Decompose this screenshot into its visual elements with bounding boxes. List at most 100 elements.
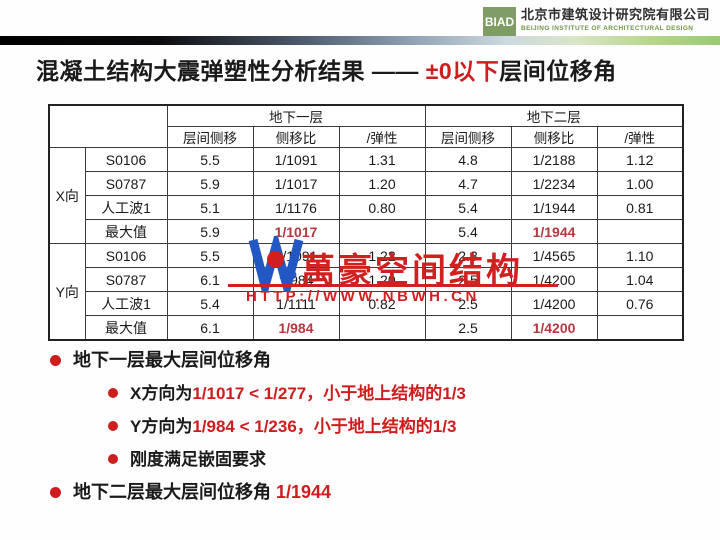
table-row: 人工波1 5.1 1/1176 0.80 5.4 1/1944 0.81 <box>49 195 684 220</box>
table-sub-header-row: 层间侧移 侧移比 /弹性 层间侧移 侧移比 /弹性 <box>49 126 684 148</box>
sub-header: 层间侧移 <box>424 126 512 148</box>
value-cell: 2.5 <box>424 267 512 292</box>
wave-label-cell: 最大值 <box>84 315 168 341</box>
direction-cell: X向 <box>48 147 86 244</box>
value-cell: 1/1176 <box>252 195 340 220</box>
wave-label-cell: S0787 <box>84 171 168 196</box>
table-row: 人工波1 5.4 1/1111 0.82 2.5 1/4200 0.76 <box>49 291 684 316</box>
bullet-list: 地下一层最大层间位移角 X方向为1/1017 < 1/277，小于地上结构的1/3… <box>50 350 700 515</box>
group-header-basement2: 地下二层 <box>424 104 684 127</box>
bullet-text: 地下一层最大层间位移角 <box>73 350 271 370</box>
table-row: Y向 S0106 5.5 1/1091 1.22 2.3 1/4565 1.10 <box>48 243 684 341</box>
sub-header: 侧移比 <box>252 126 340 148</box>
value-cell: 5.5 <box>166 243 254 268</box>
bullet-dot-icon <box>50 487 61 498</box>
bullet-text: 地下二层最大层间位移角 1/1944 <box>73 482 332 502</box>
value-cell <box>338 219 426 244</box>
bullet-text: 刚度满足嵌固要求 <box>130 450 266 469</box>
value-cell: 1/1944 <box>510 195 598 220</box>
biad-logo: BIAD <box>482 7 516 36</box>
value-cell: 1/2234 <box>510 171 598 196</box>
table-group-header-row: 地下一层 地下二层 <box>48 104 684 148</box>
value-cell: 1/984 <box>252 315 340 341</box>
sub-header: 层间侧移 <box>166 126 254 148</box>
bullet-item: Y方向为1/984 < 1/236，小于地上结构的1/3 <box>108 416 700 437</box>
value-cell: 5.4 <box>424 219 512 244</box>
value-cell: 1.04 <box>596 267 684 292</box>
bullet-text: Y方向为1/984 < 1/236，小于地上结构的1/3 <box>130 417 457 436</box>
value-cell: 1.31 <box>338 147 426 172</box>
value-cell: 1/4200 <box>510 267 598 292</box>
value-cell: 1/1944 <box>510 219 598 244</box>
bullet-dot-icon <box>108 388 118 398</box>
value-cell: 0.76 <box>596 291 684 316</box>
value-cell: 1.20 <box>338 267 426 292</box>
wave-label-cell: 人工波1 <box>84 195 168 220</box>
bullet-dot-icon <box>108 454 118 464</box>
value-cell: 1/1111 <box>252 291 340 316</box>
value-cell: 1/4200 <box>510 291 598 316</box>
value-cell: 5.1 <box>166 195 254 220</box>
value-cell: 5.9 <box>166 219 254 244</box>
bullet-text: X方向为1/1017 < 1/277，小于地上结构的1/3 <box>130 384 466 403</box>
value-cell: 1/4565 <box>510 243 598 268</box>
table-row: X向 S0106 5.5 1/1091 1.31 4.8 1/2188 1.12 <box>48 147 684 244</box>
table-blank-corner <box>48 104 168 148</box>
bullet-item: 地下二层最大层间位移角 1/1944 <box>50 482 700 503</box>
analysis-results-table: 地下一层 地下二层 层间侧移 侧移比 /弹性 层间侧移 侧移比 /弹性 X向 S0… <box>48 104 685 341</box>
title-segment: 混凝土结构大震弹塑性分析结果 —— <box>36 58 426 84</box>
bullet-dot-icon <box>50 355 61 366</box>
company-name-en: BEIJING INSTITUTE OF ARCHITECTURAL DESIG… <box>520 25 694 32</box>
wave-label-cell: 人工波1 <box>84 291 168 316</box>
value-cell: 1/984 <box>252 267 340 292</box>
value-cell: 2.5 <box>424 291 512 316</box>
title-segment: 层间位移角 <box>499 58 617 84</box>
value-cell: 1/4200 <box>510 315 598 341</box>
value-cell: 2.5 <box>424 315 512 341</box>
group-header-basement1: 地下一层 <box>166 104 426 127</box>
bullet-item: 地下一层最大层间位移角 <box>50 350 700 371</box>
value-cell: 4.8 <box>424 147 512 172</box>
analysis-table-body: X向 S0106 5.5 1/1091 1.31 4.8 1/2188 1.12 S0787 5.… <box>48 147 684 341</box>
value-cell: 6.1 <box>166 267 254 292</box>
divider-gradient-bar <box>0 36 720 45</box>
bullet-dot-icon <box>108 421 118 431</box>
value-cell: 5.5 <box>166 147 254 172</box>
table-row: S0787 6.1 1/984 1.20 2.5 1/4200 1.04 <box>49 267 684 292</box>
value-cell: 0.80 <box>338 195 426 220</box>
value-cell: 1.22 <box>338 243 426 268</box>
bullet-item: X方向为1/1017 < 1/277，小于地上结构的1/3 <box>108 383 700 404</box>
value-cell: 1/2188 <box>510 147 598 172</box>
value-cell <box>596 315 684 341</box>
wave-label-cell: S0106 <box>84 243 168 268</box>
value-cell: 1.10 <box>596 243 684 268</box>
value-cell: 5.4 <box>424 195 512 220</box>
value-cell <box>596 219 684 244</box>
title-segment-red: ±0以下 <box>425 58 500 84</box>
value-cell: 1.20 <box>338 171 426 196</box>
company-name-cn: 北京市建筑设计研究院有限公司 <box>520 7 710 22</box>
value-cell: 4.7 <box>424 171 512 196</box>
company-name-block: 北京市建筑设计研究院有限公司 BEIJING INSTITUTE OF ARCH… <box>521 7 710 32</box>
table-row: 最大值 6.1 1/984 2.5 1/4200 <box>49 315 684 341</box>
wave-label-cell: S0787 <box>84 267 168 292</box>
value-cell: 2.3 <box>424 243 512 268</box>
slide-title: 混凝土结构大震弹塑性分析结果 —— ±0以下层间位移角 <box>36 52 617 86</box>
value-cell: 1.00 <box>596 171 684 196</box>
bullet-item: 刚度满足嵌固要求 <box>108 449 700 470</box>
value-cell: 1/1091 <box>252 147 340 172</box>
table-row: S0787 5.9 1/1017 1.20 4.7 1/2234 1.00 <box>49 171 684 196</box>
sub-header: 侧移比 <box>510 126 598 148</box>
sub-header: /弹性 <box>338 126 426 148</box>
sub-header: /弹性 <box>596 126 684 148</box>
table-row: 最大值 5.9 1/1017 5.4 1/1944 <box>49 219 684 244</box>
value-cell: 6.1 <box>166 315 254 341</box>
value-cell: 1/1017 <box>252 171 340 196</box>
wave-label-cell: 最大值 <box>84 219 168 244</box>
value-cell: 5.4 <box>166 291 254 316</box>
value-cell: 1/1017 <box>252 219 340 244</box>
value-cell: 0.82 <box>338 291 426 316</box>
value-cell <box>338 315 426 341</box>
header-brand: BIAD 北京市建筑设计研究院有限公司 BEIJING INSTITUTE OF… <box>482 7 710 36</box>
wave-label-cell: S0106 <box>84 147 168 172</box>
